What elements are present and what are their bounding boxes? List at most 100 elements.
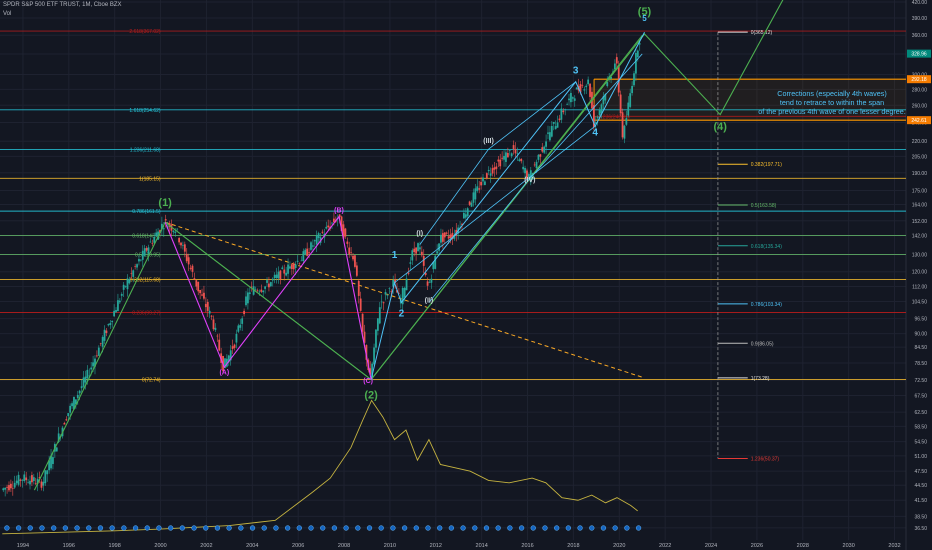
candle-body xyxy=(90,367,93,370)
candle-body xyxy=(587,79,590,85)
fib-level-label: 0.236(99.27) xyxy=(132,311,161,317)
event-marker-icon xyxy=(425,525,431,531)
event-marker-icon xyxy=(507,525,513,531)
candle-body xyxy=(73,396,75,410)
event-marker-icon xyxy=(27,525,33,531)
candle-body xyxy=(449,234,452,239)
event-marker-icon xyxy=(86,525,92,531)
candle-body xyxy=(363,331,366,343)
x-tick-label: 2026 xyxy=(751,543,763,549)
candle-body xyxy=(505,152,507,162)
candle-body xyxy=(512,145,515,149)
candle-body xyxy=(292,263,295,270)
event-marker-icon xyxy=(542,525,548,531)
candle-body xyxy=(290,264,293,270)
candle-body xyxy=(2,488,5,491)
note-line: of the previous 4th wave of one lesser d… xyxy=(758,107,905,116)
x-tick-label: 2008 xyxy=(338,543,350,549)
wave-label: (A) xyxy=(219,369,229,376)
event-marker-icon xyxy=(413,525,419,531)
candle-body xyxy=(172,230,175,233)
candle-body xyxy=(27,482,29,484)
candle-body xyxy=(111,320,114,323)
wave-label: (I) xyxy=(416,230,423,237)
candle-body xyxy=(245,296,247,306)
x-tick-label: 1998 xyxy=(109,543,121,549)
candle-body xyxy=(208,310,211,314)
candle-body xyxy=(501,157,504,159)
candle-body xyxy=(434,255,437,269)
event-marker-icon xyxy=(203,525,209,531)
event-marker-icon xyxy=(15,525,22,531)
candle-body xyxy=(9,483,12,489)
candle-body xyxy=(422,256,425,266)
candle-body xyxy=(420,251,423,256)
candle-body xyxy=(124,286,127,287)
fib-level-label: 1.236(211.68) xyxy=(130,148,161,154)
candle-body xyxy=(518,159,521,161)
candle-body xyxy=(302,251,305,262)
candle-body xyxy=(350,252,353,253)
candle-body xyxy=(535,161,538,169)
candle-body xyxy=(315,235,318,245)
candle-body xyxy=(552,121,555,124)
candle-body xyxy=(373,347,375,365)
candle-body xyxy=(531,173,534,180)
candle-body xyxy=(482,177,484,182)
candle-body xyxy=(485,173,488,179)
event-marker-icon xyxy=(109,525,115,531)
wave-label: (1) xyxy=(158,197,172,209)
candle-body xyxy=(80,386,83,389)
event-marker-icon xyxy=(62,525,69,531)
candle-body xyxy=(376,318,379,331)
y-tick-label: 58.50 xyxy=(914,424,927,430)
candle-body xyxy=(600,104,603,114)
candle-body xyxy=(139,259,142,261)
candle-body xyxy=(193,278,196,280)
y-tick-label: 120.00 xyxy=(912,270,928,276)
candle-body xyxy=(109,322,112,326)
candle-body xyxy=(34,483,37,485)
candle-body xyxy=(218,339,221,351)
candle-body xyxy=(120,294,123,296)
candle-body xyxy=(256,290,259,292)
candle-body xyxy=(19,479,22,481)
candle-body xyxy=(44,470,47,484)
x-tick-label: 2002 xyxy=(200,543,212,549)
y-tick-label: 96.50 xyxy=(914,317,927,323)
candle-body xyxy=(304,249,307,255)
x-tick-label: 2016 xyxy=(521,543,533,549)
candle-body xyxy=(92,362,94,367)
price-tag-label: 242.61 xyxy=(911,118,927,124)
candle-body xyxy=(537,154,540,160)
candle-body xyxy=(495,166,498,169)
price-scale-panel xyxy=(906,0,932,550)
retracement-level-label: 0.786(103.34) xyxy=(751,302,782,308)
candle-body xyxy=(231,346,234,349)
candle-body xyxy=(573,98,576,101)
candle-body xyxy=(275,274,278,278)
candle-body xyxy=(462,212,465,219)
candle-body xyxy=(42,481,45,486)
event-marker-icon xyxy=(144,525,150,531)
retracement-level-label: 1(73.28) xyxy=(751,376,770,382)
candle-body xyxy=(86,369,89,379)
candle-body xyxy=(411,250,414,261)
candle-body xyxy=(568,98,570,101)
wave-sub-channel xyxy=(428,53,643,303)
event-marker-icon xyxy=(600,525,607,531)
candle-body xyxy=(94,358,96,367)
candle-body xyxy=(269,282,272,287)
candle-body xyxy=(461,223,463,225)
candle-body xyxy=(214,327,217,331)
candle-body xyxy=(300,260,303,262)
candle-body xyxy=(134,266,137,267)
note-line: Corrections (especially 4th waves) xyxy=(777,89,886,98)
candle-body xyxy=(321,231,324,233)
candle-body xyxy=(493,167,496,170)
candle-body xyxy=(15,480,18,484)
candle-body xyxy=(388,288,391,289)
event-marker-icon xyxy=(472,525,478,531)
